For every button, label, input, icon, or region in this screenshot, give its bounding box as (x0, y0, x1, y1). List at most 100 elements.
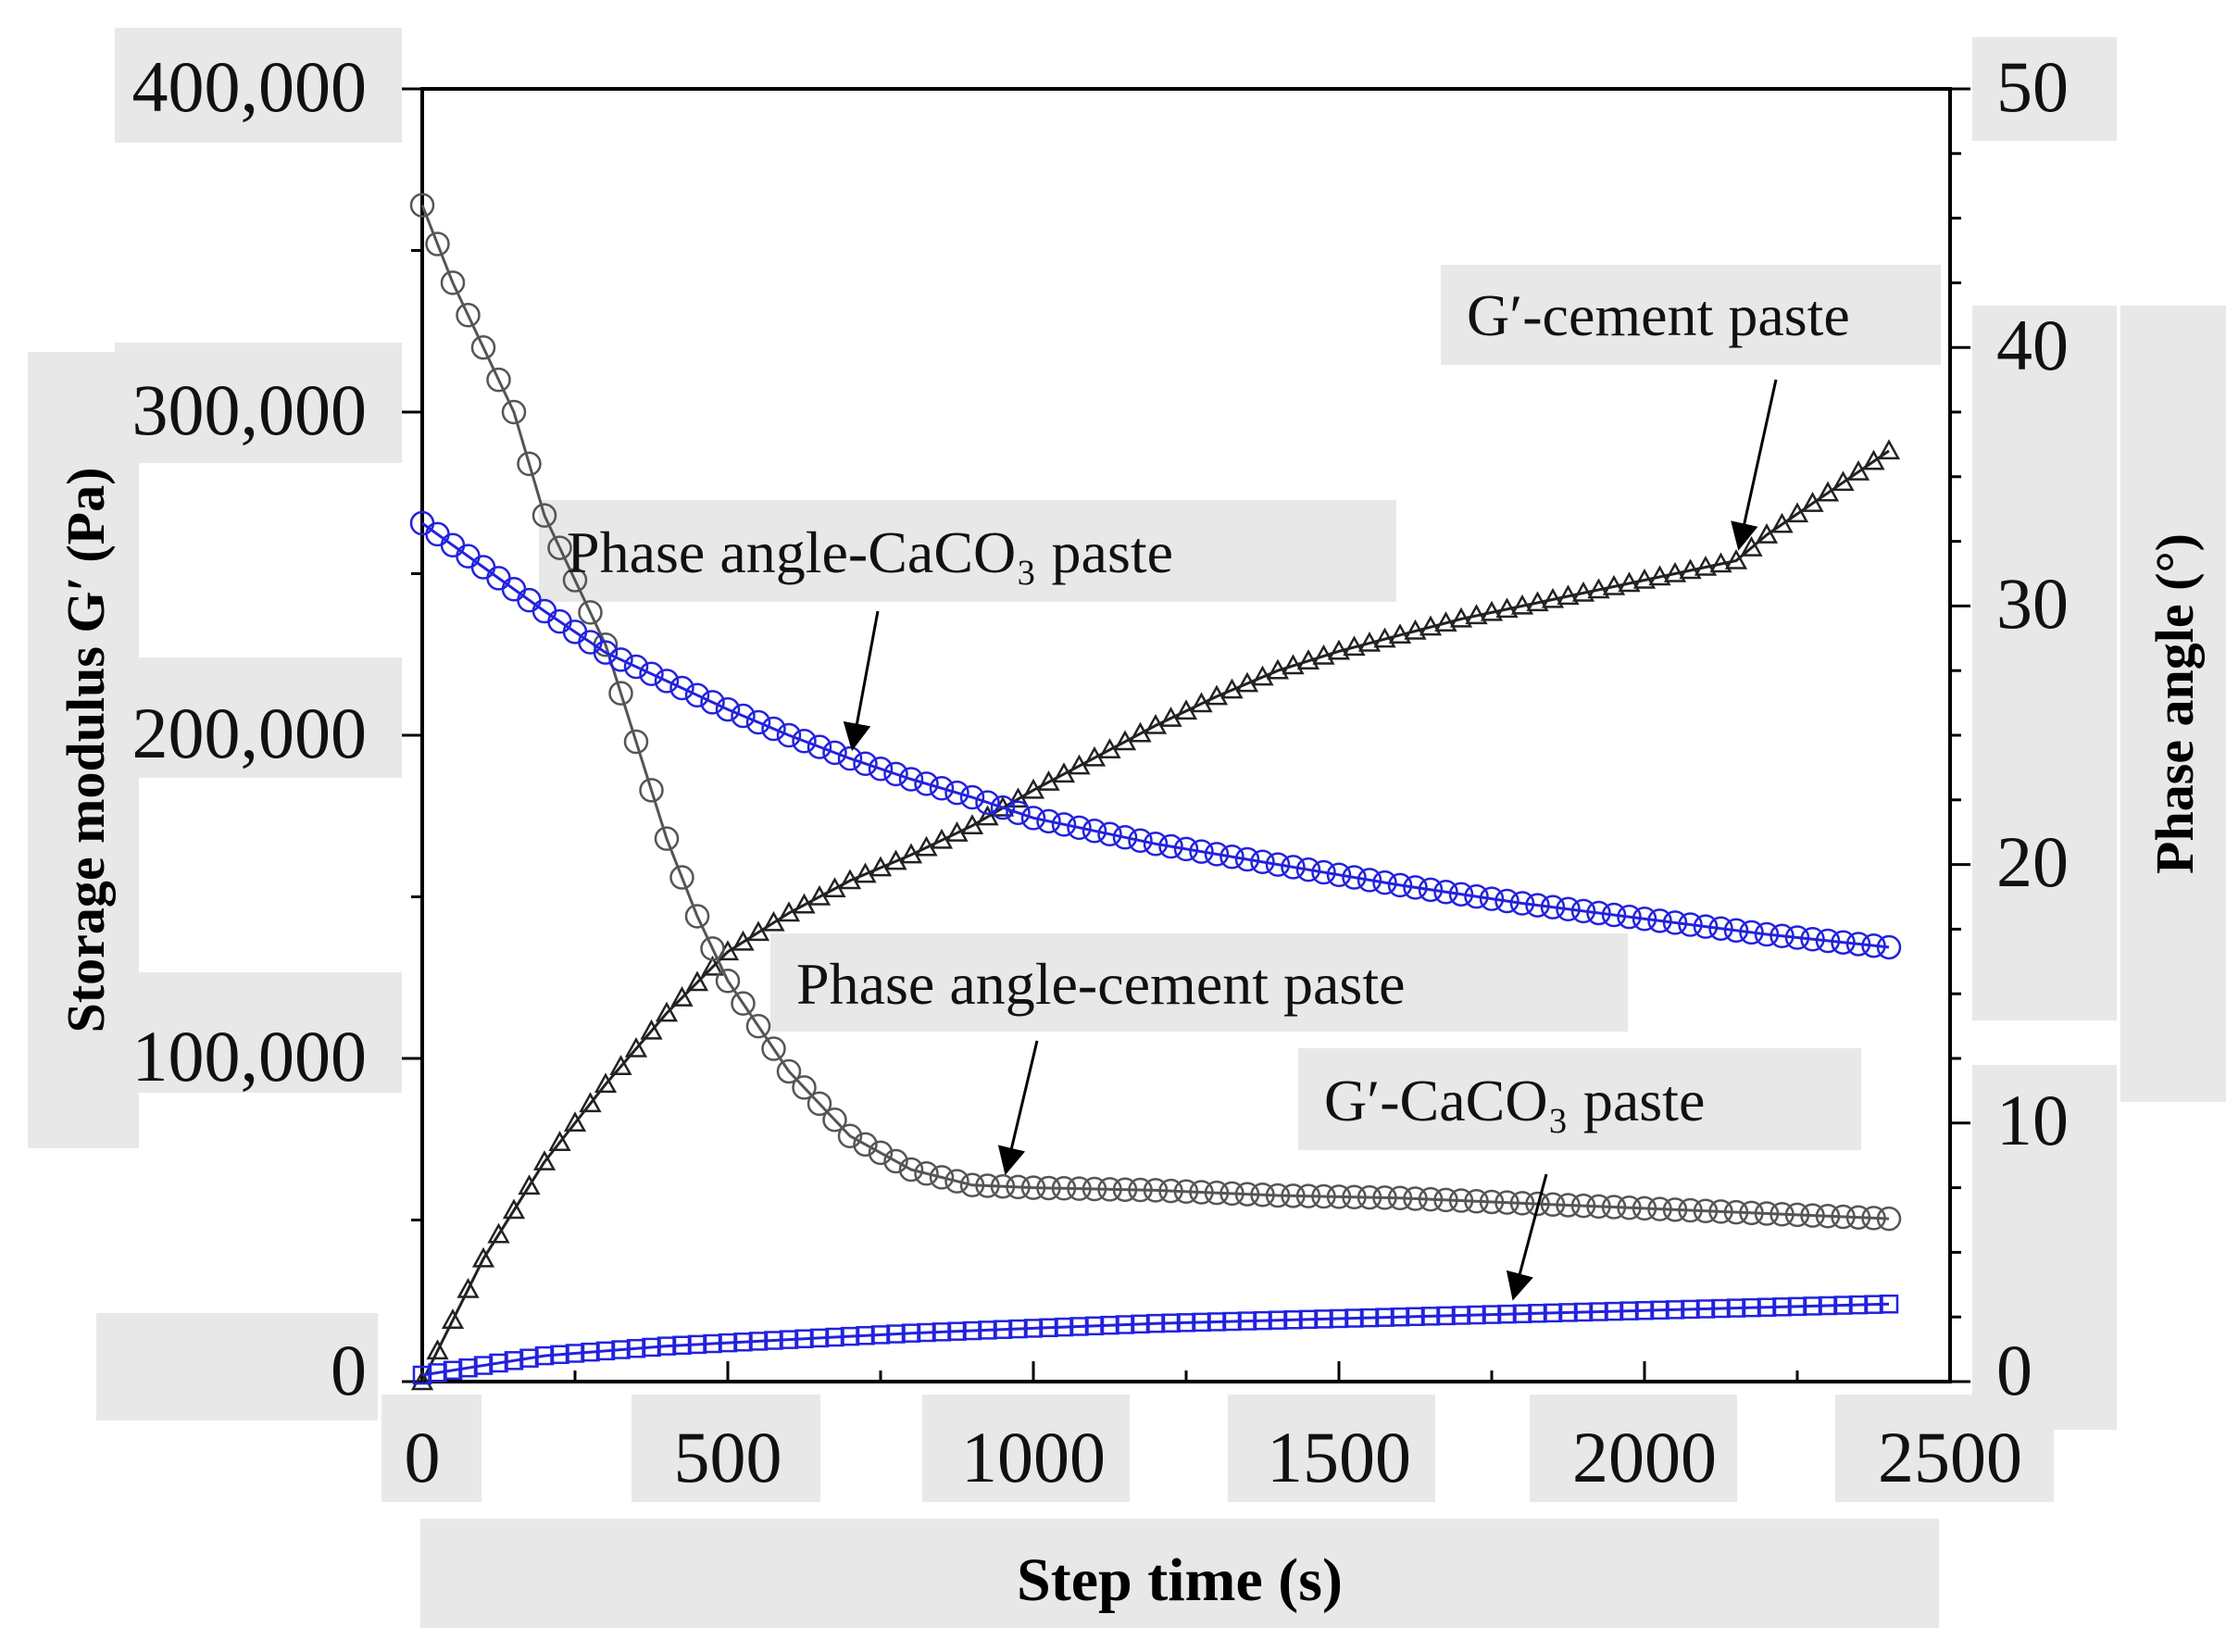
series-3-point (917, 1322, 936, 1343)
x-label-bg-2000 (1530, 1395, 1737, 1502)
series-3-point (779, 1330, 799, 1349)
series-3-point (1757, 1297, 1777, 1317)
x-label-bg-2500 (1835, 1395, 2054, 1502)
series-3-point (519, 1348, 539, 1368)
series-0-point (1648, 565, 1671, 586)
series-0-point (1557, 584, 1580, 606)
series-2-point (1387, 872, 1413, 898)
series-2-point (929, 775, 955, 801)
series-0-point (945, 820, 969, 842)
series-0-point (1862, 449, 1885, 470)
series-0-point (1129, 721, 1152, 743)
y-left-label-bg-200k (115, 657, 402, 778)
series-2-point (1831, 930, 1856, 955)
series-2-point (1143, 832, 1169, 857)
y-right-tick-label: 10 (1996, 1080, 2069, 1160)
series-2-point (1295, 857, 1321, 882)
series-0-point (685, 970, 709, 992)
x-tick-label: 2500 (1878, 1417, 2022, 1497)
series-1-point (1020, 1175, 1046, 1200)
x-label-bg-1000 (922, 1395, 1130, 1502)
series-2-point (1082, 819, 1107, 844)
series-0-point (1709, 552, 1732, 573)
series-2-point (1586, 900, 1611, 926)
series-1-point (456, 303, 481, 328)
series-0-point (1190, 692, 1213, 713)
series-3-point (1864, 1295, 1883, 1314)
series-1-point (1876, 1206, 1902, 1232)
y-left-label-bg-100k (115, 972, 402, 1093)
series-0-point (1694, 555, 1718, 576)
series-2-point (1739, 920, 1764, 945)
series-1-point (608, 681, 633, 706)
series-2-point (731, 703, 756, 729)
series-3-point (962, 1320, 982, 1341)
series-1-point (745, 1013, 771, 1039)
series-2-point (1357, 868, 1382, 893)
x-label-bg-0 (381, 1395, 481, 1502)
series-3-point (1314, 1309, 1333, 1329)
series-2-point (1464, 883, 1489, 909)
series-3-point (1543, 1303, 1563, 1323)
y-right-label-bg-mid (1972, 306, 2117, 1020)
y-left-axis-title: Storage modulus G′ (Pa) (56, 468, 116, 1033)
series-0-point (1770, 512, 1794, 533)
series-0-point (1449, 607, 1473, 628)
series-2-point (1250, 849, 1275, 875)
y-right-tick-label: 0 (1996, 1330, 2032, 1410)
series-0-point (1877, 439, 1901, 460)
series-3-point (1619, 1301, 1639, 1320)
series-0-point (640, 1019, 663, 1040)
series-1-point (623, 729, 649, 755)
series-3-point (1420, 1307, 1441, 1326)
series-0-point (746, 920, 770, 942)
x-tick-label: 0 (405, 1417, 441, 1497)
series-1-point (531, 503, 557, 528)
series-0-point (1755, 523, 1779, 544)
series-1-point (929, 1165, 955, 1190)
series-2-point (959, 784, 985, 810)
series-1-point (1082, 1176, 1107, 1202)
y-right-tick-labels: 0 10 20 30 40 50 (1996, 46, 2069, 1410)
series-3-point (1283, 1310, 1303, 1330)
series-0 (410, 439, 1901, 1391)
series-3-point (611, 1340, 631, 1359)
series-3-point (1772, 1297, 1792, 1317)
series-0-point (624, 1036, 648, 1058)
series-layer (409, 193, 1902, 1391)
series-0-point (1251, 665, 1274, 686)
series-2-point (608, 647, 633, 672)
series-1-point (1647, 1196, 1672, 1221)
series-0-point (1571, 581, 1595, 602)
series-2-point (1678, 912, 1703, 937)
series-1-point (1250, 1183, 1275, 1208)
series-1-point (1173, 1179, 1199, 1205)
series-1-point (1219, 1181, 1244, 1207)
series-3-point (1207, 1312, 1227, 1332)
series-1-point (990, 1173, 1016, 1199)
series-3-point (672, 1335, 692, 1355)
series-0-point (1388, 623, 1412, 645)
series-0-point (1021, 778, 1045, 799)
series-2-point (1556, 896, 1581, 922)
series-3-point (1803, 1296, 1822, 1316)
series-3-point (1253, 1310, 1272, 1331)
series-1-point (1586, 1194, 1611, 1220)
y-left-tick-label: 300,000 (132, 369, 368, 450)
series-0-point (594, 1072, 618, 1094)
series-2-point (990, 795, 1016, 820)
series-1-point (1295, 1183, 1321, 1208)
series-1-point (470, 334, 496, 360)
series-0-point (854, 862, 877, 883)
series-3-point (1558, 1303, 1578, 1322)
series-3-point (626, 1338, 646, 1358)
series-2-point (1006, 800, 1031, 826)
series-2-point (1815, 928, 1841, 954)
series-0-point (1159, 707, 1182, 727)
series-0-point (777, 901, 801, 922)
series-0-point (579, 1092, 602, 1113)
series-1-point (1097, 1177, 1122, 1202)
series-1-point (1800, 1203, 1825, 1228)
series-3-point (1833, 1295, 1853, 1315)
series-1-point (1326, 1184, 1352, 1209)
